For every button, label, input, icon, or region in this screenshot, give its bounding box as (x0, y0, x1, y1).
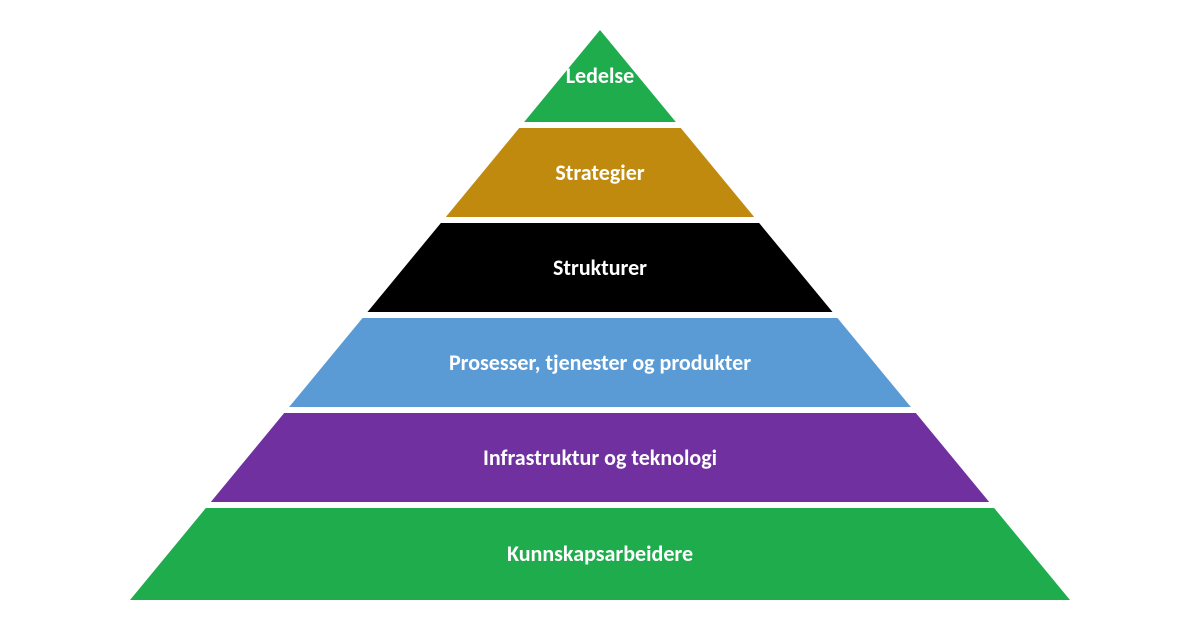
pyramid-diagram: Ledelse Strategier Strukturer Prosesser,… (0, 0, 1200, 630)
pyramid-level-shape-0 (524, 30, 676, 122)
pyramid-level-shape-3 (289, 318, 911, 407)
pyramid-level-shape-5 (130, 508, 1070, 600)
pyramid-level-shape-2 (367, 223, 832, 312)
pyramid-level-shape-1 (446, 128, 754, 217)
pyramid-svg (0, 0, 1200, 630)
pyramid-level-shape-4 (211, 413, 989, 502)
